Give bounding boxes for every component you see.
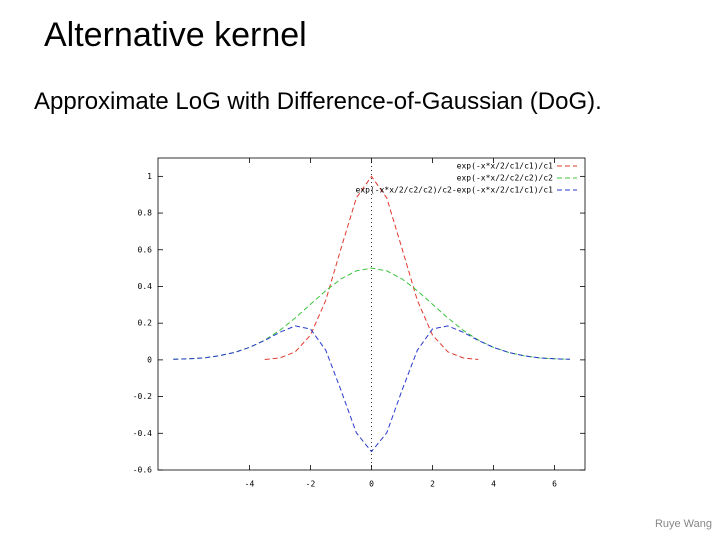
x-tick-label: 4	[491, 480, 496, 489]
series-line	[173, 267, 570, 360]
x-tick-label: 0	[369, 480, 374, 489]
slide-title: Alternative kernel	[44, 16, 307, 54]
x-tick-label: -4	[245, 480, 255, 489]
y-tick-label: 1	[147, 172, 152, 181]
legend-label: exp(-x*x/2/c2/c2)/c2	[457, 174, 554, 183]
series-line	[264, 175, 479, 360]
legend-label: exp(-x*x/2/c1/c1)/c1	[457, 162, 554, 171]
x-tick-label: -2	[306, 480, 316, 489]
y-tick-label: -0.6	[133, 466, 152, 475]
legend-label: exp(-x*x/2/c2/c2)/c2-exp(-x*x/2/c1/c1)/c…	[356, 186, 554, 195]
y-tick-label: -0.2	[133, 392, 152, 401]
y-tick-label: 0.8	[138, 209, 153, 218]
y-tick-label: 0.4	[138, 282, 153, 291]
x-tick-label: 2	[430, 480, 435, 489]
y-tick-label: -0.4	[133, 429, 152, 438]
y-tick-label: 0.2	[138, 319, 153, 328]
footer: Ruye Wang	[654, 518, 712, 530]
series-line	[173, 325, 570, 453]
slide-text: Approximate LoG with Difference-of-Gauss…	[34, 88, 602, 115]
y-tick-label: 0.6	[138, 245, 153, 254]
y-tick-label: 0	[147, 355, 152, 364]
x-tick-label: 6	[552, 480, 557, 489]
